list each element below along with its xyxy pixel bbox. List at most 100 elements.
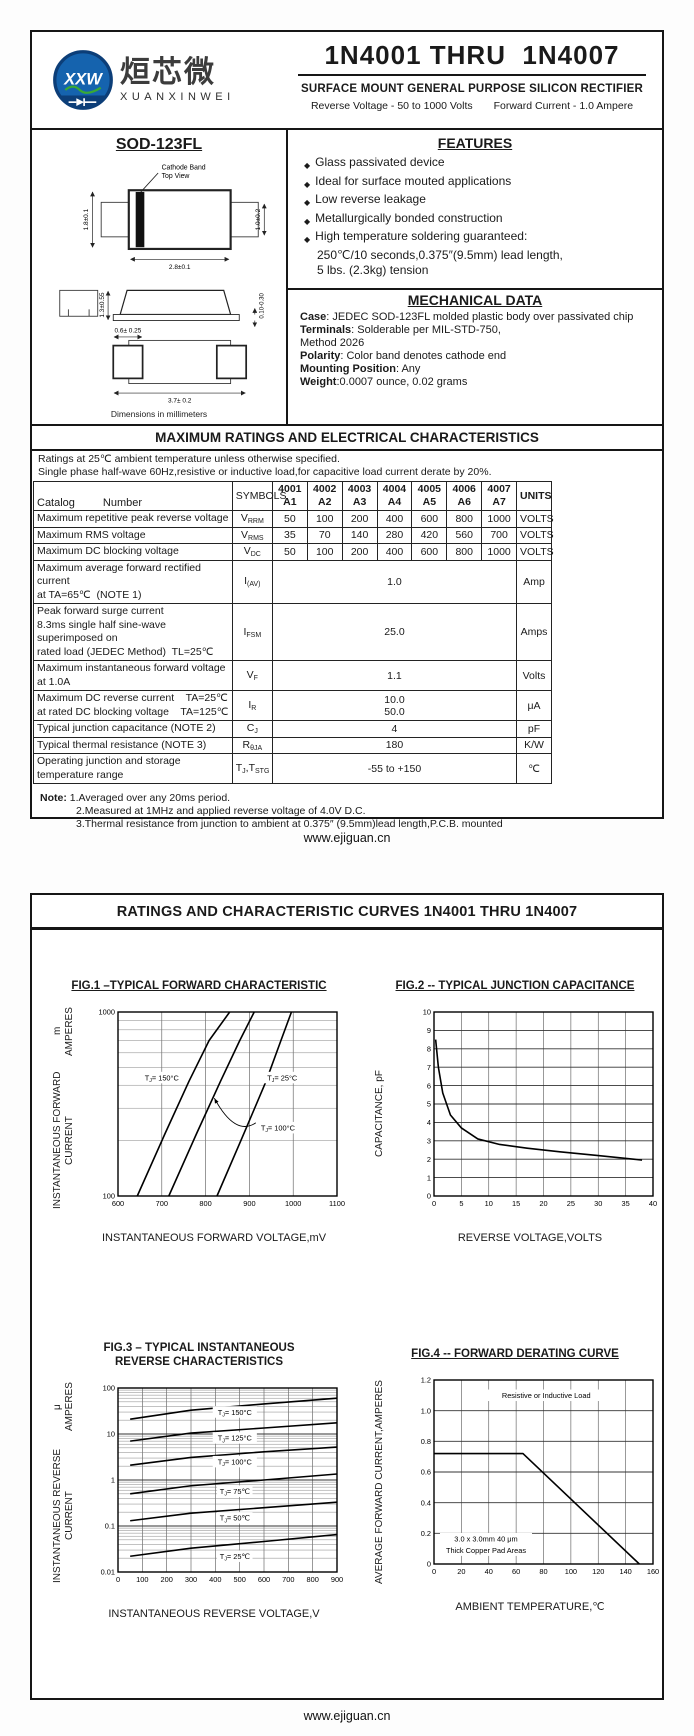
- symbol-cell: I(AV): [231, 559, 273, 604]
- units-cell: VOLTS: [516, 510, 554, 528]
- figure-2-y-axis-label: CAPACITANCE, pF: [374, 1070, 385, 1158]
- symbol-cell: CJ: [231, 720, 273, 738]
- figure-2-title: FIG.2 -- TYPICAL JUNCTION CAPACITANCE: [395, 980, 635, 992]
- dimensions-note: Dimensions in millimeters: [110, 409, 208, 419]
- svg-text:900: 900: [243, 1199, 255, 1208]
- note-line: Note: 1.Averaged over any 20ms period.: [40, 792, 231, 804]
- svg-text:TJ= 150°C: TJ= 150°C: [218, 1408, 253, 1419]
- part-column-header: 4004 A4: [376, 481, 413, 511]
- svg-text:TJ= 75℃: TJ= 75℃: [220, 1487, 250, 1498]
- svg-text:30: 30: [594, 1199, 602, 1208]
- bullet-icon: ◆: [304, 179, 311, 189]
- svg-text:Top View: Top View: [162, 173, 190, 180]
- figure-4-y-axis-label: AVERAGE FORWARD CURRENT, AMPERES: [374, 1380, 385, 1584]
- figure-1-x-axis-label: INSTANTANEOUS FORWARD VOLTAGE,mV: [101, 1232, 327, 1244]
- symbol-cell: VDC: [231, 543, 273, 561]
- svg-text:1: 1: [111, 1476, 115, 1485]
- svg-text:800: 800: [199, 1199, 211, 1208]
- note-line: 3.Thermal resistance from junction to am…: [76, 818, 503, 830]
- units-cell: K/W: [516, 736, 552, 754]
- table-row: Typical junction capacitance (NOTE 2) CJ…: [33, 720, 552, 738]
- units-cell: Volts: [516, 660, 552, 691]
- table-row: Operating junction and storage temperatu…: [33, 753, 552, 784]
- svg-text:140: 140: [619, 1567, 631, 1576]
- svg-text:1: 1: [427, 1173, 431, 1182]
- note-line: 2.Measured at 1MHz and applied reverse v…: [76, 805, 366, 817]
- svg-text:TJ= 100°C: TJ= 100°C: [261, 1123, 296, 1134]
- features-section: FEATURES ◆ Glass passivated device ◆ Ideal…: [288, 130, 662, 290]
- svg-text:600: 600: [112, 1199, 124, 1208]
- curve-tj-25-c: [216, 1011, 293, 1197]
- svg-text:9: 9: [427, 1026, 431, 1035]
- package-drawing-panel: SOD-123FL Cathode Band Top View 1.8±0.1: [32, 130, 288, 424]
- curve-derating: [434, 1452, 640, 1565]
- svg-text:0.6± 0.25: 0.6± 0.25: [114, 328, 141, 335]
- svg-text:25: 25: [567, 1199, 575, 1208]
- part-column-header: 4006 A6: [446, 481, 483, 511]
- svg-text:0: 0: [432, 1567, 436, 1576]
- svg-text:300: 300: [185, 1575, 197, 1584]
- svg-text:0.8: 0.8: [421, 1437, 431, 1446]
- curve-tj-100-c: [130, 1446, 338, 1466]
- units-cell: ℃: [516, 753, 552, 784]
- curve-tj-75-c: [130, 1473, 338, 1495]
- catalog-number-header: Catalog Number: [33, 481, 233, 511]
- figure-4: FIG.4 -- FORWARD DERATING CURVE AVERAGE …: [362, 1347, 668, 1613]
- feature-item: ◆ Ideal for surface mouted applications: [302, 174, 648, 193]
- curve-tj-100-c: [168, 1011, 255, 1197]
- svg-text:5: 5: [459, 1199, 463, 1208]
- features-heading: FEATURES: [437, 135, 513, 151]
- figure-3-y-axis-label: INSTANTANEOUS REVERSE CURRENT μ AMPERES: [52, 1382, 75, 1583]
- svg-text:8: 8: [427, 1045, 431, 1054]
- units-cell: pF: [516, 720, 552, 738]
- device-description: SURFACE MOUNT GENERAL PURPOSE SILICON RE…: [300, 83, 644, 95]
- logo-text: 烜芯微 XUANXINWEI: [120, 55, 235, 103]
- svg-text:80: 80: [539, 1567, 547, 1576]
- mechanical-line: Method 2026: [300, 337, 365, 349]
- bullet-icon: ◆: [304, 198, 311, 207]
- svg-text:3.7± 0.2: 3.7± 0.2: [168, 398, 192, 405]
- header-title-block: 1N4001 THRU 1N4007 SURFACE MOUNT GENERAL…: [282, 32, 662, 128]
- symbol-cell: VF: [231, 660, 273, 691]
- part-column-header: 4005 A5: [411, 481, 448, 511]
- ratings-conditions: Ratings at 25℃ ambient temperature unles…: [32, 451, 662, 481]
- electrical-characteristics-table: Catalog Number SYMBOLS 4001 A1 4002 A2 4003…: [33, 481, 554, 784]
- junction-capacitance-plot: 0 5 10 15 20 25 30 35 40 0 1 2 3 4 5 6 7 8 9 10: [423, 1008, 657, 1208]
- part-column-header: 4002 A2: [306, 481, 343, 511]
- svg-text:40: 40: [649, 1199, 657, 1208]
- svg-text:4: 4: [427, 1118, 431, 1127]
- table-row: Peak forward surge current 8.3ms single h…: [33, 603, 552, 661]
- website-link: www.ejiguan.cn: [303, 831, 391, 845]
- units-header: UNITS: [516, 481, 552, 511]
- units-cell: Amps: [516, 603, 552, 661]
- svg-text:10: 10: [423, 1008, 431, 1017]
- table-row: Typical thermal resistance (NOTE 3) RθJA…: [33, 736, 552, 754]
- svg-text:60: 60: [512, 1567, 520, 1576]
- curves-page-heading: RATINGS AND CHARACTERISTIC CURVES 1N4001…: [32, 895, 662, 930]
- figure-4-title: FIG.4 -- FORWARD DERATING CURVE: [411, 1348, 619, 1360]
- bullet-icon: ◆: [304, 216, 311, 226]
- curve-tj-50-c: [130, 1501, 338, 1522]
- svg-text:100: 100: [565, 1567, 577, 1576]
- symbols-header: SYMBOLS: [231, 481, 287, 511]
- feature-item-continued: 250℃/10 seconds,0.375″(9.5mm) lead lengt…: [317, 247, 563, 262]
- logo-chinese-name: 烜芯微: [120, 55, 216, 89]
- svg-text:1.2: 1.2: [421, 1376, 431, 1385]
- svg-text:20: 20: [539, 1199, 547, 1208]
- svg-text:900: 900: [331, 1575, 343, 1584]
- svg-text:700: 700: [282, 1575, 294, 1584]
- mechanical-line: Weight:0.0007 ounce, 0.02 grams: [300, 376, 468, 388]
- mechanical-data-heading: MECHANICAL DATA: [407, 292, 543, 308]
- svg-text:15: 15: [512, 1199, 520, 1208]
- table-row: Maximum instantaneous forward voltage at…: [33, 660, 552, 691]
- table-row: Maximum DC reverse current TA=25℃ at rate…: [33, 690, 552, 721]
- feature-item: ◆ Low reverse leakage: [302, 192, 648, 211]
- svg-text:TJ= 50℃: TJ= 50℃: [220, 1514, 250, 1525]
- svg-text:700: 700: [156, 1199, 168, 1208]
- svg-text:500: 500: [233, 1575, 245, 1584]
- table-row: Maximum RMS voltage VRMS 35 70 140 280 420 56…: [33, 526, 554, 544]
- datasheet-page-1: XXW 烜芯微 XUANXINWEI 1N4001 THRU 1N4007 SU…: [30, 30, 664, 830]
- svg-text:1000: 1000: [99, 1008, 115, 1017]
- forward-characteristic-plot: TJ= 150°C TJ= 25°C TJ= 100°C 600 700 800 900 10…: [99, 1008, 345, 1208]
- symbol-cell: RθJA: [231, 736, 273, 754]
